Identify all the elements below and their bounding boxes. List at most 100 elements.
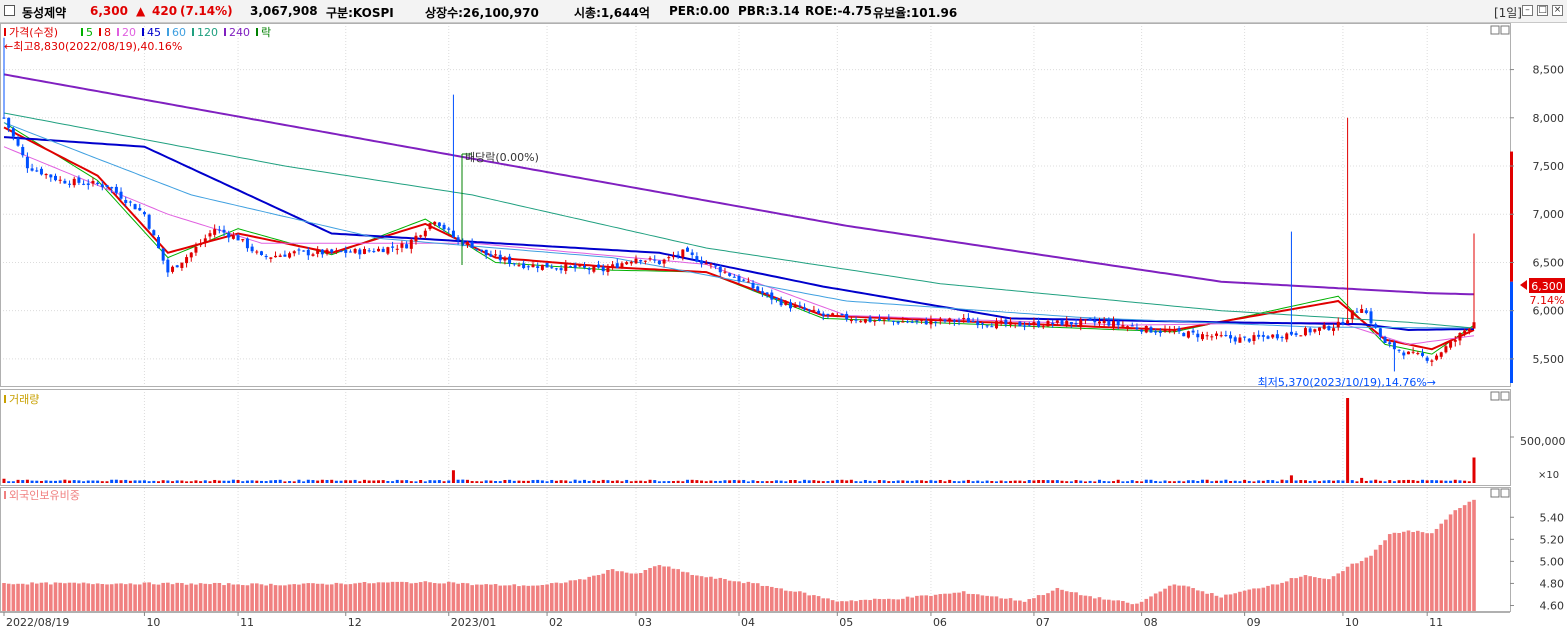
volume-bar <box>1154 480 1158 483</box>
volume-bar <box>1458 480 1462 483</box>
period-selector[interactable]: [1일] <box>1493 6 1522 20</box>
foreign-ratio-bar <box>877 598 882 611</box>
candle-body <box>503 257 507 261</box>
volume-bar <box>671 481 675 483</box>
candle-body <box>241 239 245 241</box>
volume-bar <box>1116 479 1120 483</box>
foreign-ratio-bar <box>1233 593 1238 611</box>
foreign-ratio-bar <box>357 582 362 611</box>
stock-chart[interactable]: 가격(수정) 5 8 20 45 60 120 240 락 ←최고8,830(2022/08/1… <box>0 23 1567 630</box>
candle-body <box>77 177 81 183</box>
foreign-ratio-bar <box>793 591 797 611</box>
foreign-ratio-bar <box>1472 499 1476 611</box>
foreign-ratio-bar <box>554 582 559 611</box>
panel-controls[interactable] <box>1490 391 1510 401</box>
volume-bar <box>1135 481 1139 483</box>
volume-bar <box>1416 480 1420 483</box>
foreign-ratio-bar <box>1462 505 1467 611</box>
foreign-ratio-bar <box>119 583 123 611</box>
foreign-ratio-bar <box>1116 600 1121 611</box>
volume-bar <box>962 480 966 483</box>
candle-body <box>11 128 15 137</box>
foreign-ratio-bar <box>1177 585 1181 611</box>
foreign-ratio-bar <box>1191 588 1195 611</box>
candle-body <box>606 267 610 273</box>
volume-bar <box>718 480 722 483</box>
candle-body <box>962 317 966 320</box>
panel-controls[interactable] <box>1490 488 1510 498</box>
candle-body <box>484 249 488 256</box>
foreign-ratio-bar <box>629 573 634 611</box>
volume-bar <box>1257 480 1261 483</box>
candle-body <box>128 201 132 203</box>
price-panel[interactable]: 가격(수정) 5 8 20 45 60 120 240 락 ←최고8,830(2022/08/1… <box>0 23 1566 390</box>
foreign-ratio-bar <box>755 583 760 611</box>
volume-panel[interactable]: 거래량 500,000 ×10 <box>0 389 1566 486</box>
legend-entry: 45 <box>147 26 161 39</box>
foreign-ratio-bar <box>6 583 11 611</box>
volume-bar <box>1294 480 1298 483</box>
foreign-ratio-bar <box>943 593 947 611</box>
foreign-ratio-bar <box>844 601 849 611</box>
select-checkbox[interactable] <box>4 5 15 16</box>
foreign-ratio-bar <box>704 577 709 611</box>
candle-body <box>625 262 629 265</box>
foreign-ratio-bar <box>784 590 788 611</box>
candle-body <box>798 305 802 307</box>
volume-bar <box>1369 480 1373 483</box>
panel-controls[interactable] <box>1490 25 1510 35</box>
candle-body <box>1364 310 1368 314</box>
volume-bar <box>751 480 755 483</box>
candlesticks <box>2 37 1513 383</box>
foreign-ratio-bar <box>1289 578 1294 611</box>
volume-bar <box>667 481 671 483</box>
volume-bar <box>1392 481 1396 483</box>
volume-bar <box>1411 480 1415 483</box>
foreign-ratio-bar <box>156 584 161 611</box>
volume-bar <box>859 481 863 483</box>
volume-bar <box>1168 481 1172 483</box>
foreign-ratio-bar <box>189 583 194 611</box>
foreign-ratio-bar <box>915 595 919 611</box>
foreign-ratio-bar <box>573 580 577 611</box>
candle-body <box>1378 328 1382 337</box>
volume-bar <box>1355 481 1359 483</box>
legend-entry: 240 <box>229 26 250 39</box>
volume-bar <box>1013 480 1017 483</box>
foreign-ratio-bar <box>1036 595 1041 611</box>
volume-bar <box>948 479 952 483</box>
volume-bar <box>320 479 324 483</box>
candle-body <box>971 320 975 322</box>
foreign-ratio-bar <box>816 596 821 611</box>
foreign-ratio-bar <box>297 584 301 611</box>
maximize-icon[interactable]: □ <box>1537 5 1548 16</box>
candle-body <box>1116 320 1120 326</box>
volume-bar <box>756 481 760 483</box>
candle-body <box>1186 331 1190 338</box>
foreign-ratio-bar <box>63 583 67 611</box>
foreign-ratio-bar <box>484 584 488 611</box>
foreign-ratio-bar <box>376 582 381 611</box>
foreign-ratio-bar <box>1247 589 1252 611</box>
candle-body <box>1243 336 1247 338</box>
foreign-ratio-bar <box>428 582 432 611</box>
legend-entry: 5 <box>86 26 93 39</box>
volume-bar <box>344 480 348 483</box>
candle-body <box>704 263 708 265</box>
foreign-ratio-bar <box>142 582 147 611</box>
candle-body <box>189 252 193 258</box>
foreign-ratio-bar <box>1069 592 1074 611</box>
foreign-ratio-bar <box>194 584 198 611</box>
candle-body <box>681 249 685 258</box>
volume-bar <box>58 480 62 483</box>
foreign-ownership-panel[interactable]: 외국인보유비중 4.60 4.80 5.00 5.20 5.40 <box>0 487 1565 613</box>
volume-bar <box>840 479 844 483</box>
volume-bar <box>53 480 57 483</box>
candle-body <box>517 265 521 267</box>
volume-bar <box>728 480 732 483</box>
minimize-icon[interactable]: – <box>1522 5 1533 16</box>
close-icon[interactable]: × <box>1552 5 1563 16</box>
candle-body <box>915 320 919 322</box>
candle-body <box>1149 327 1153 333</box>
candle-body <box>948 318 952 321</box>
